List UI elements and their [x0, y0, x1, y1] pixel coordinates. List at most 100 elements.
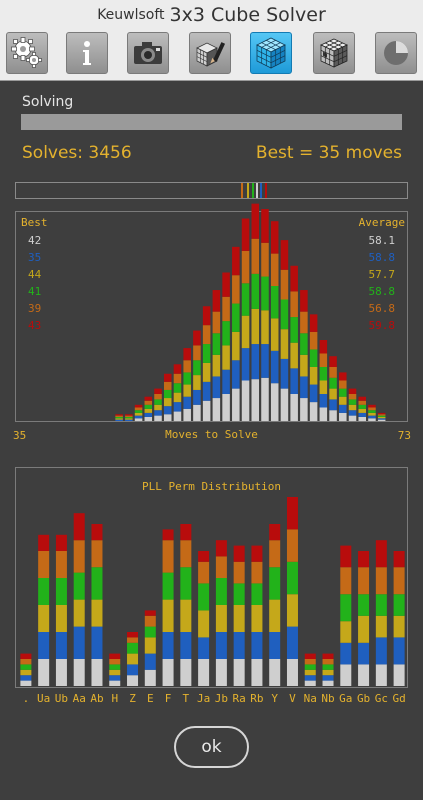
camera-button[interactable]	[127, 32, 169, 74]
histogram-bar-segment	[241, 315, 250, 349]
pll-bar-segment	[162, 599, 174, 632]
pll-bar-segment	[215, 556, 227, 578]
settings-button[interactable]	[6, 32, 48, 74]
histogram-bar-segment	[339, 388, 347, 397]
histogram-bar-segment	[261, 209, 269, 243]
pll-bar-segment	[340, 621, 352, 643]
histogram-bar-segment	[222, 321, 230, 346]
histogram-bar-segment	[115, 419, 123, 421]
histogram-bar-segment	[309, 349, 318, 367]
pll-bar-segment	[304, 675, 316, 681]
histogram-bar-segment	[202, 400, 211, 421]
pll-bar-segment	[144, 626, 156, 638]
pll-bar-segment	[55, 605, 67, 632]
pll-bar-segment	[393, 551, 405, 568]
pll-bar-segment	[198, 637, 210, 659]
axis-min-label: 35	[13, 429, 27, 442]
pll-bar-segment	[180, 524, 192, 541]
pll-category-label: V	[289, 692, 296, 705]
mini-mark-blue	[260, 183, 262, 198]
mini-mark-red	[265, 183, 267, 198]
histogram-bar-segment	[377, 415, 386, 417]
cube-icon	[256, 37, 286, 69]
histogram-bar-segment	[125, 416, 133, 419]
solver-button[interactable]	[250, 32, 292, 74]
ok-button[interactable]: ok	[174, 726, 249, 768]
histogram-bar-segment	[212, 290, 221, 312]
pll-bar-segment	[286, 626, 298, 659]
histogram-bar-segment	[261, 276, 269, 311]
histogram-bar-segment	[319, 353, 328, 367]
solve-progress-fill	[21, 114, 402, 130]
pll-bar-segment	[393, 664, 405, 686]
pll-bar-segment	[127, 632, 139, 638]
pll-bar-segment	[358, 642, 370, 665]
histogram-bar-segment	[144, 396, 153, 401]
stats-button[interactable]	[375, 32, 417, 74]
mini-distribution-strip	[15, 182, 408, 199]
pll-bar-segment	[304, 659, 316, 665]
histogram-bar-segment	[232, 388, 240, 421]
pll-category-label: E	[147, 692, 154, 705]
histogram-bar-segment	[368, 418, 376, 421]
histogram-bar-segment	[251, 308, 260, 345]
histogram-bar-segment	[309, 314, 318, 332]
best-value-orange: 39	[28, 302, 42, 315]
histogram-bar-segment	[329, 399, 337, 411]
pll-bar-segment	[144, 610, 156, 616]
axis-title: Moves to Solve	[165, 428, 258, 441]
pll-bar-segment	[127, 664, 139, 676]
gears-icon	[11, 37, 42, 68]
pll-bar-segment	[55, 659, 67, 686]
histogram-bar-segment	[183, 372, 191, 385]
pll-bar-segment	[304, 669, 316, 676]
pll-bar-segment	[55, 578, 67, 605]
pll-bar-segment	[180, 659, 192, 686]
histogram-bar-segment	[144, 408, 153, 413]
histogram-bar-segment	[290, 368, 298, 394]
scrambled-cube-icon	[320, 38, 348, 68]
pll-bar-segment	[215, 605, 227, 632]
best-value-red: 43	[28, 319, 42, 332]
pll-category-label: Gc	[375, 692, 388, 705]
histogram-bar-segment	[368, 415, 376, 419]
pll-bar-segment	[251, 561, 263, 584]
histogram-bar-segment	[251, 379, 260, 421]
pll-bar-segment	[198, 551, 210, 562]
histogram-bar-segment	[261, 344, 269, 378]
solves-count: Solves: 3456	[22, 143, 132, 163]
histogram-bar-segment	[348, 404, 357, 411]
info-button[interactable]	[66, 32, 108, 74]
pll-bar-segment	[55, 551, 67, 578]
histogram-bar-segment	[368, 404, 376, 408]
histogram-bar-segment	[222, 296, 230, 322]
histogram-bar-segment	[261, 310, 269, 345]
histogram-bar-segment	[183, 384, 191, 397]
pll-bar-segment	[180, 599, 192, 632]
histogram-bar-segment	[309, 402, 318, 421]
edit-cube-button[interactable]	[189, 32, 231, 74]
pll-bar-segment	[162, 632, 174, 659]
average-value-orange: 56.8	[368, 302, 396, 315]
pll-bar-segment	[251, 659, 263, 686]
pll-bar-segment	[286, 529, 298, 562]
histogram-bar-segment	[232, 360, 240, 389]
histogram-bar-segment	[280, 240, 289, 270]
pll-bar-segment	[286, 659, 298, 686]
histogram-bar-segment	[377, 414, 386, 416]
pll-bar-segment	[340, 664, 352, 686]
histogram-bar-segment	[377, 418, 386, 420]
pll-category-label: F	[165, 692, 172, 705]
pll-bar-segment	[375, 540, 387, 568]
histogram-bar-segment	[222, 394, 230, 421]
histogram-bar-segment	[261, 377, 269, 421]
pll-bar-segment	[215, 578, 227, 605]
histogram-bar-segment	[358, 404, 366, 409]
pll-bar-segment	[269, 540, 281, 568]
pll-category-label: Ra	[233, 692, 246, 705]
histogram-bar-segment	[144, 416, 153, 421]
pll-bar-segment	[233, 632, 245, 659]
scrambled-cube-button[interactable]	[313, 32, 355, 74]
histogram-bar-segment	[125, 418, 133, 420]
